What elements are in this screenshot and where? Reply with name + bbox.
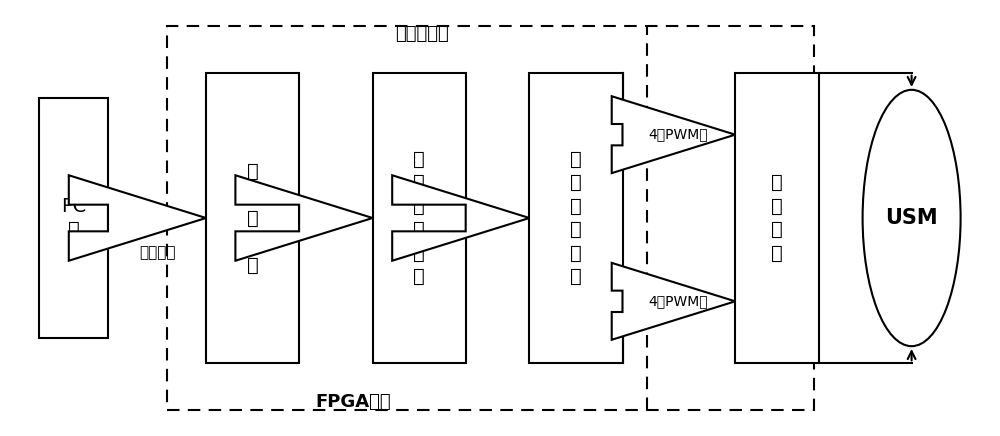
Text: PC
机: PC 机 <box>61 197 86 239</box>
Text: 移
相
控
制
模
块: 移 相 控 制 模 块 <box>570 150 582 286</box>
Bar <box>39 99 108 337</box>
Bar <box>167 26 814 410</box>
Text: 串口通信: 串口通信 <box>139 245 175 260</box>
Bar <box>206 73 299 363</box>
Text: USM: USM <box>885 208 938 228</box>
Bar <box>373 73 466 363</box>
Polygon shape <box>612 96 735 173</box>
Polygon shape <box>612 263 735 340</box>
Ellipse shape <box>863 90 961 346</box>
Polygon shape <box>392 175 529 261</box>
Text: 4路PWM波: 4路PWM波 <box>649 294 708 308</box>
Text: FPGA芯片: FPGA芯片 <box>315 393 391 411</box>
Text: 驱
动
电
路: 驱 动 电 路 <box>771 173 783 263</box>
Bar <box>529 73 622 363</box>
Text: 移相控制器: 移相控制器 <box>395 25 448 43</box>
Polygon shape <box>235 175 373 261</box>
Text: 寄
存
器
模
块: 寄 存 器 模 块 <box>247 161 258 275</box>
Bar <box>735 73 818 363</box>
Text: 判
断
识
别
模
块: 判 断 识 别 模 块 <box>413 150 425 286</box>
Polygon shape <box>69 175 206 261</box>
Text: 4路PWM波: 4路PWM波 <box>649 128 708 142</box>
